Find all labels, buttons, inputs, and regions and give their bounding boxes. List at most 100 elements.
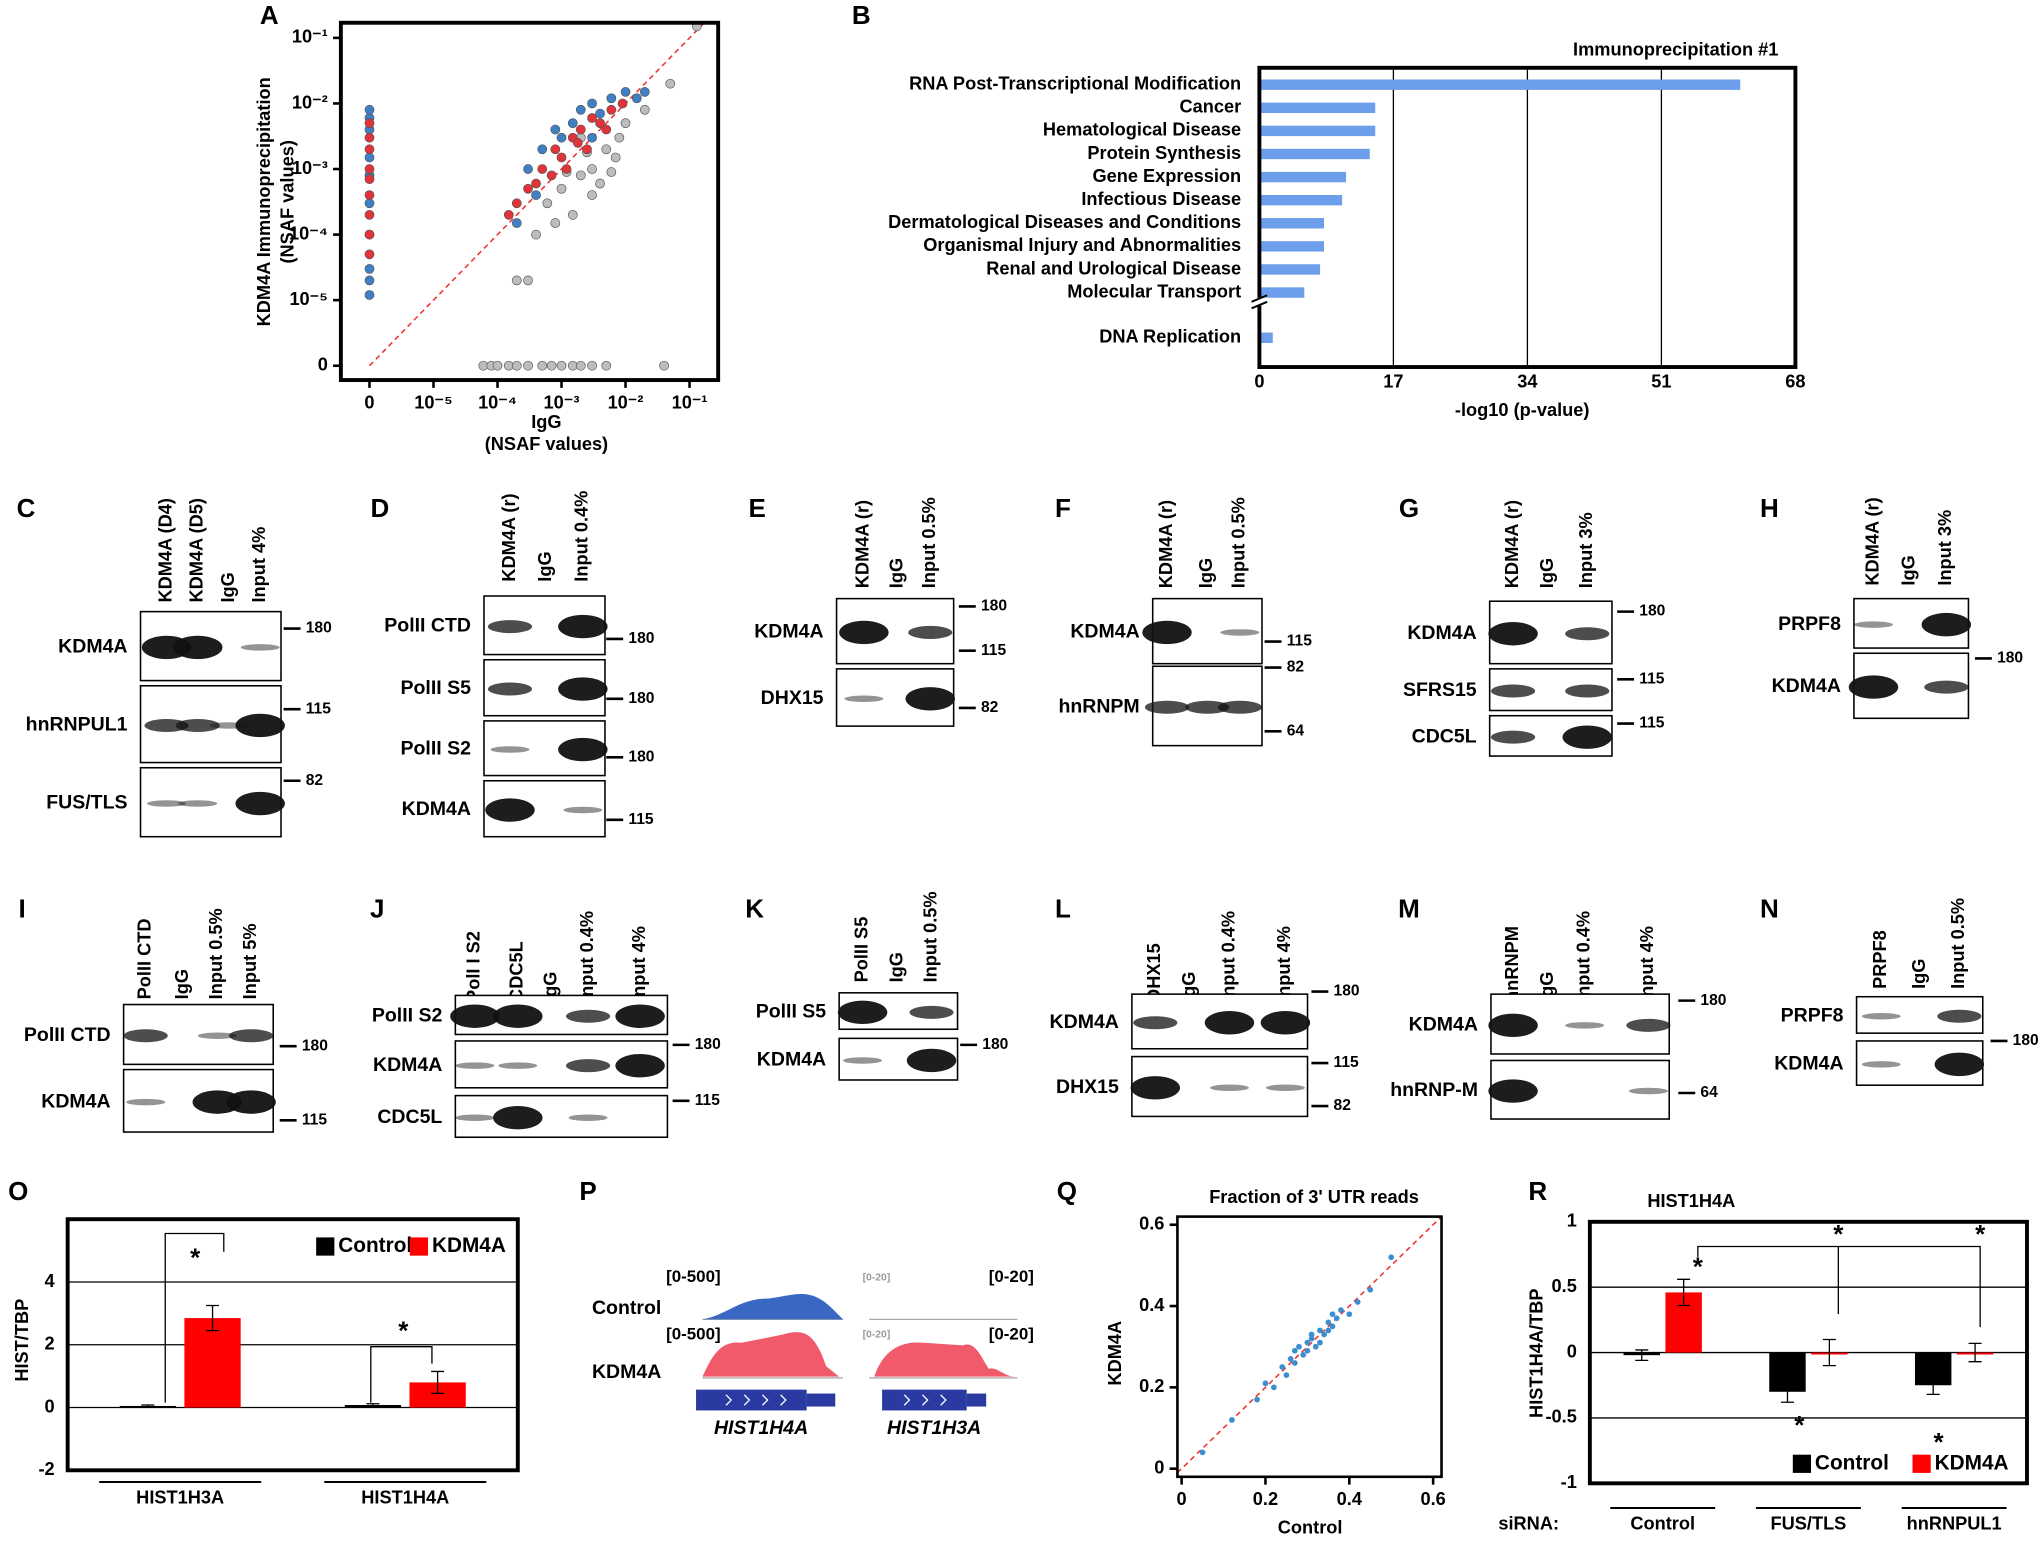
- point: [550, 144, 561, 155]
- error-bar: [366, 1403, 380, 1407]
- y-tick-label: 0.6: [1139, 1214, 1164, 1234]
- point: [587, 164, 597, 174]
- row-label: PolII CTD: [384, 615, 471, 637]
- panel-label: H: [1760, 493, 1779, 523]
- row-label: PolII S5: [756, 1000, 827, 1022]
- panel-label: O: [8, 1176, 28, 1206]
- band: [228, 1029, 274, 1043]
- marker-label: 64: [1287, 722, 1305, 739]
- gene-name: HIST1H4A: [714, 1417, 808, 1439]
- point: [1329, 1311, 1336, 1318]
- y-tick-label: Protein Synthesis: [1087, 143, 1241, 163]
- panel-label: Q: [1057, 1176, 1077, 1206]
- y-tick-label: Dermatological Diseases and Conditions: [888, 212, 1241, 232]
- annotation: *: [1933, 1427, 1944, 1457]
- point: [601, 360, 612, 371]
- x-tick-label: 10⁻³: [544, 392, 580, 412]
- bar: [1259, 148, 1370, 160]
- point: [1304, 1339, 1311, 1346]
- x-tick-label: 0.4: [1337, 1489, 1363, 1509]
- band: [615, 1004, 665, 1028]
- band: [235, 791, 285, 816]
- point: [631, 93, 642, 104]
- band: [1488, 622, 1538, 646]
- legend-swatch: [316, 1237, 335, 1256]
- point: [1308, 1335, 1315, 1342]
- marker-label: 115: [1334, 1054, 1360, 1071]
- lane-label: Input 4%: [1274, 926, 1294, 1002]
- x-tick-label: 10⁻⁴: [478, 392, 517, 412]
- y-axis-label: HIST/TBP: [12, 1299, 32, 1382]
- row-label: SFRS15: [1403, 679, 1477, 701]
- point: [364, 275, 375, 286]
- x-tick-label: 34: [1517, 371, 1538, 391]
- row-label: hnRNPUL1: [26, 714, 128, 736]
- point: [542, 198, 553, 209]
- lane-label: IgG: [1909, 959, 1929, 989]
- band: [1934, 1052, 1985, 1077]
- marker-label: 115: [1639, 670, 1665, 687]
- track-range: [0-20]: [863, 1330, 891, 1341]
- band: [1130, 1076, 1181, 1100]
- point: [492, 360, 503, 371]
- band: [565, 1009, 611, 1023]
- row-label: KDM4A: [1407, 622, 1476, 644]
- point: [523, 164, 533, 174]
- point: [572, 138, 583, 148]
- chart-title: Immunoprecipitation #1: [1573, 40, 1778, 60]
- panel-label: L: [1055, 894, 1071, 924]
- band: [1937, 1009, 1982, 1023]
- legend-label: KDM4A: [1935, 1451, 2009, 1474]
- point: [364, 118, 375, 129]
- panel-label: J: [370, 894, 384, 924]
- point: [620, 87, 631, 97]
- plot-frame: [1587, 1219, 2029, 1486]
- point: [639, 104, 650, 115]
- marker-label: 180: [1700, 992, 1726, 1009]
- point: [606, 167, 617, 177]
- row-label: KDM4A: [58, 636, 127, 658]
- point: [364, 209, 375, 220]
- point: [575, 104, 586, 115]
- error-bar: [141, 1404, 155, 1408]
- y-tick-label: Renal and Urological Disease: [986, 258, 1241, 278]
- band: [615, 1053, 665, 1078]
- marker-label: 180: [628, 690, 654, 707]
- category-axis-label: siRNA:: [1498, 1514, 1559, 1534]
- band: [1185, 700, 1230, 714]
- y-tick-label: RNA Post-Transcriptional Modification: [909, 74, 1241, 94]
- panel-label: K: [745, 894, 764, 924]
- coverage-tracks: [696, 1294, 1018, 1411]
- point: [1287, 1356, 1294, 1362]
- point: [1300, 1351, 1307, 1358]
- track-range: [0-20]: [989, 1267, 1034, 1286]
- panel-label: A: [260, 0, 279, 30]
- point: [659, 360, 669, 371]
- point: [1317, 1339, 1323, 1346]
- bar: [1259, 171, 1347, 183]
- band: [1861, 1012, 1901, 1020]
- gene-model: [882, 1389, 967, 1411]
- error-bar: [1822, 1338, 1836, 1367]
- lane-label: IgG: [218, 572, 238, 602]
- x-tick-label: 0: [364, 392, 374, 412]
- y-tick-label: -1: [1561, 1472, 1577, 1492]
- marker-label: 180: [981, 598, 1007, 615]
- row-label: KDM4A: [757, 1049, 826, 1071]
- panel-label: C: [17, 493, 36, 523]
- point: [364, 152, 375, 163]
- gene-name: HIST1H3A: [887, 1417, 981, 1439]
- band: [498, 1062, 538, 1069]
- band: [1565, 627, 1610, 641]
- y-tick-label: 10⁻⁴: [289, 223, 328, 243]
- band: [565, 1059, 611, 1073]
- lane-label: PolII CTD: [135, 918, 155, 999]
- track-sample: Control: [592, 1297, 661, 1319]
- x-tick-label: hnRNPUL1: [1907, 1514, 2002, 1534]
- point: [531, 229, 541, 240]
- y-tick-label: 0.2: [1139, 1376, 1164, 1396]
- band: [123, 1029, 168, 1043]
- lane-label: Input 3%: [1576, 512, 1596, 588]
- axis-break: [1251, 294, 1268, 310]
- lane-label: Input 4%: [249, 527, 269, 603]
